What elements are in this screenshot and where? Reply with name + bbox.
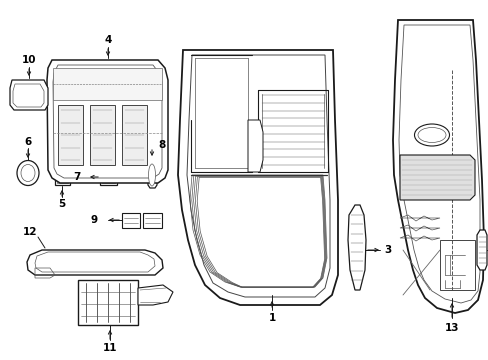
Text: 9: 9 [91, 215, 98, 225]
Polygon shape [55, 168, 70, 185]
Polygon shape [247, 120, 263, 172]
Text: 8: 8 [158, 140, 165, 150]
Polygon shape [27, 250, 163, 275]
Polygon shape [347, 205, 365, 290]
Polygon shape [399, 155, 474, 200]
Text: 12: 12 [23, 227, 37, 237]
Text: 3: 3 [384, 245, 391, 255]
Ellipse shape [17, 161, 39, 185]
Polygon shape [147, 160, 157, 188]
Polygon shape [138, 285, 173, 305]
Text: 10: 10 [21, 55, 36, 65]
Polygon shape [90, 105, 115, 165]
Ellipse shape [21, 165, 35, 181]
Polygon shape [78, 280, 138, 325]
Text: 1: 1 [268, 313, 275, 323]
Polygon shape [47, 60, 168, 183]
Text: 7: 7 [74, 172, 81, 182]
Polygon shape [100, 168, 117, 185]
Polygon shape [10, 80, 48, 110]
Ellipse shape [414, 124, 448, 146]
Polygon shape [178, 50, 337, 305]
Polygon shape [122, 213, 140, 228]
Polygon shape [392, 20, 483, 313]
Text: 11: 11 [102, 343, 117, 353]
Polygon shape [122, 105, 147, 165]
Text: 6: 6 [24, 137, 32, 147]
Polygon shape [58, 105, 83, 165]
Text: 5: 5 [58, 199, 65, 209]
Ellipse shape [148, 164, 155, 186]
Text: 4: 4 [104, 35, 111, 45]
Polygon shape [142, 213, 162, 228]
Ellipse shape [417, 127, 445, 143]
Text: 13: 13 [444, 323, 458, 333]
Polygon shape [53, 68, 162, 100]
Polygon shape [476, 230, 486, 270]
